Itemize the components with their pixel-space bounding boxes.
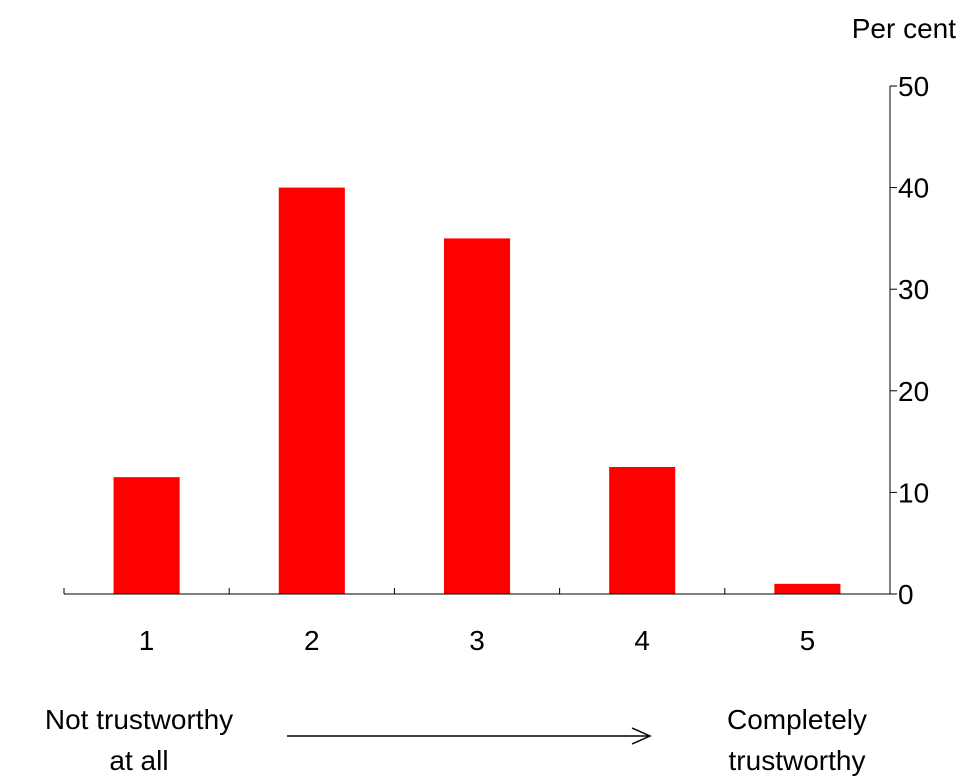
x-tick-label-5: 5 <box>800 625 816 656</box>
bar-3 <box>443 238 511 594</box>
x-ticks: 1 2 3 4 5 <box>63 588 891 656</box>
bar-5 <box>774 583 841 594</box>
bar-1 <box>113 477 180 594</box>
y-tick-label-10: 10 <box>898 477 929 508</box>
x-tick-label-4: 4 <box>634 625 650 656</box>
y-tick-label-50: 50 <box>898 71 929 102</box>
scale-high-label: Completely trustworthy <box>727 704 867 776</box>
x-tick-label-2: 2 <box>304 625 320 656</box>
y-tick-label-20: 20 <box>898 376 929 407</box>
scale-low-label: Not trustworthy at all <box>45 704 233 776</box>
y-tick-label-40: 40 <box>898 173 929 204</box>
scale-high-label-line-2: trustworthy <box>729 745 866 776</box>
y-ticks: 0 10 20 30 40 50 <box>890 71 929 610</box>
axes <box>64 86 891 595</box>
scale-arrow <box>287 727 652 745</box>
bar-4 <box>609 467 676 594</box>
bar-2 <box>278 187 345 594</box>
scale-low-label-line-1: Not trustworthy <box>45 704 233 735</box>
y-axis-unit-label: Per cent <box>852 13 956 44</box>
scale-high-label-line-1: Completely <box>727 704 867 735</box>
y-tick-label-30: 30 <box>898 274 929 305</box>
scale-low-label-line-2: at all <box>109 745 168 776</box>
scale-arrow-head <box>631 727 652 745</box>
x-tick-label-1: 1 <box>139 625 155 656</box>
x-tick-label-3: 3 <box>469 625 485 656</box>
bars <box>113 187 841 594</box>
y-tick-label-0: 0 <box>898 579 914 610</box>
